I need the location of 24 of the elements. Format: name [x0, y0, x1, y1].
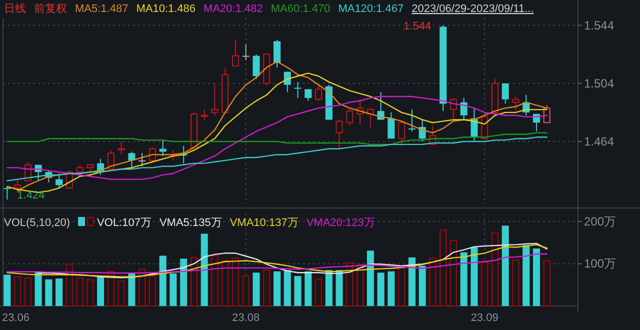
text: MA20:1.482 [204, 3, 263, 15]
text: MA5:1.487 [75, 3, 128, 15]
text: 前复权 [34, 3, 67, 15]
text: MA10:1.486 [136, 3, 196, 15]
annotation: 1.544 [404, 20, 432, 32]
text: 2023/06/29-2023/09/11... [412, 3, 534, 15]
legend-label: VOL:107万 [97, 217, 152, 229]
x-tick-label: 23.09 [470, 312, 498, 324]
text: VMA20:123万 [306, 217, 375, 229]
y-tick-label: 1.464 [584, 134, 614, 149]
line-series [6, 253, 548, 274]
y-tick-label: 100万 [584, 256, 616, 271]
text: MA120:1.467 [338, 3, 404, 15]
text: 日线 [4, 2, 26, 15]
text: VMA10:137万 [230, 217, 298, 229]
y-tick-label: 200万 [584, 214, 616, 228]
x-tick-label: 23.08 [232, 312, 260, 324]
annotation: 1.424 [17, 190, 45, 202]
text: VMA5:135万 [159, 217, 222, 229]
y-tick-label: 1.504 [584, 76, 614, 90]
y-tick-label: 1.544 [584, 18, 614, 32]
text: MA60:1.470 [270, 3, 330, 15]
legend-title: VOL(5,10,20) [4, 217, 70, 229]
x-tick-label: 23.06 [2, 312, 30, 324]
